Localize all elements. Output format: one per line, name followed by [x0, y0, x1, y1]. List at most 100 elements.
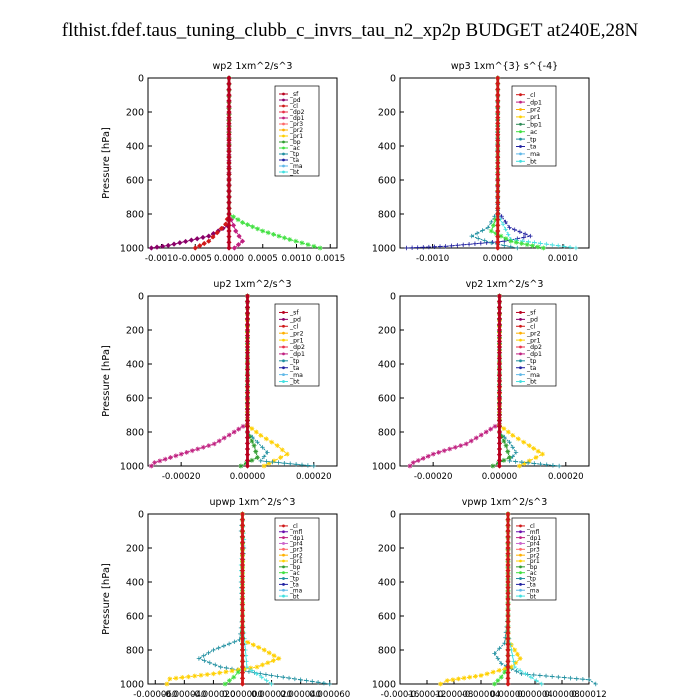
data-point-0 — [200, 444, 206, 450]
legend-label: _ma — [289, 588, 303, 594]
legend-marker — [282, 559, 285, 563]
data-point-4 — [496, 446, 503, 452]
data-point-4 — [239, 551, 246, 557]
data-point-4 — [496, 316, 503, 322]
data-point-4 — [244, 457, 251, 463]
data-point-0 — [195, 446, 201, 452]
data-point-4 — [239, 624, 246, 630]
data-point-0 — [495, 656, 501, 661]
data-point-4 — [495, 143, 501, 149]
data-point-1 — [512, 647, 518, 653]
data-point-4 — [226, 103, 232, 109]
legend-marker — [519, 311, 522, 314]
x-tick-label: 0.000000 — [222, 690, 263, 700]
legend-marker — [282, 164, 285, 168]
legend-label: _ta — [289, 157, 299, 164]
legend-marker — [519, 317, 522, 321]
data-point-0 — [441, 448, 447, 454]
data-point-0 — [421, 245, 426, 250]
data-point-0 — [404, 245, 409, 251]
x-tick-label: 0.0010 — [281, 254, 311, 264]
data-point-1 — [265, 660, 271, 666]
legend-marker — [519, 536, 522, 540]
y-tick-label: 400 — [378, 578, 396, 589]
data-point-0 — [286, 675, 292, 681]
data-point-1 — [489, 240, 494, 246]
data-point-3 — [492, 681, 497, 687]
legend-label: _sf — [526, 310, 536, 317]
legend-label: _cl — [289, 323, 298, 330]
data-point-0 — [221, 643, 227, 649]
data-point-1 — [256, 645, 262, 650]
data-point-4 — [496, 367, 503, 373]
legend-marker — [519, 345, 522, 349]
data-point-4 — [496, 389, 503, 395]
data-point-0 — [218, 664, 223, 670]
legend-marker — [519, 130, 522, 134]
data-point-0 — [447, 446, 453, 452]
data-point-4 — [226, 120, 232, 126]
data-point-4 — [244, 378, 251, 384]
data-point-4 — [226, 126, 232, 132]
data-point-4 — [505, 528, 511, 534]
legend-marker — [282, 594, 285, 598]
data-point-2 — [555, 243, 561, 248]
legend-marker — [519, 152, 522, 156]
data-point-4 — [244, 423, 251, 429]
legend-marker — [282, 553, 285, 557]
x-tick-label: -0.000040 — [162, 690, 206, 700]
data-point-0 — [426, 244, 432, 250]
data-point-4 — [239, 590, 246, 596]
data-point-0 — [521, 235, 527, 240]
data-point-0 — [152, 460, 158, 465]
data-point-3 — [235, 217, 241, 223]
data-point-2 — [235, 242, 242, 248]
data-point-4 — [226, 86, 232, 92]
y-axis-label: Pressure [hPa] — [101, 563, 112, 635]
data-point-1 — [517, 656, 523, 661]
legend-marker — [519, 565, 522, 569]
data-point-4 — [226, 75, 232, 81]
legend-label: _bt — [526, 379, 537, 386]
data-point-1 — [204, 672, 210, 677]
y-tick-label: 400 — [126, 360, 144, 371]
data-point-4 — [505, 641, 511, 647]
legend-marker — [519, 331, 522, 335]
data-point-2 — [510, 653, 515, 658]
data-point-0 — [177, 240, 183, 246]
data-point-1 — [211, 671, 216, 677]
data-point-4 — [244, 372, 251, 378]
legend-label: _pd — [289, 97, 301, 104]
legend-label: _pr2 — [526, 553, 540, 559]
data-point-4 — [496, 321, 503, 327]
data-point-3 — [276, 233, 282, 239]
x-tick-label: -0.00008 — [435, 690, 474, 700]
data-point-4 — [495, 183, 501, 189]
data-point-2 — [244, 664, 250, 670]
data-point-1 — [254, 664, 260, 670]
data-point-3 — [255, 455, 260, 460]
data-point-1 — [278, 455, 284, 460]
data-point-4 — [505, 511, 511, 517]
data-point-0 — [556, 674, 561, 680]
legend-marker — [519, 359, 522, 363]
legend-marker — [282, 571, 285, 575]
data-point-1 — [456, 676, 461, 682]
data-point-0 — [210, 230, 217, 237]
data-point-0 — [458, 443, 464, 448]
data-point-0 — [503, 219, 508, 225]
data-point-3 — [235, 669, 241, 675]
y-tick-label: 200 — [126, 108, 144, 119]
data-point-4 — [505, 653, 511, 659]
data-point-2 — [507, 440, 512, 445]
legend-marker — [519, 366, 522, 370]
data-point-4 — [496, 418, 503, 424]
data-point-1 — [526, 443, 532, 448]
data-point-1 — [245, 639, 251, 645]
data-point-0 — [543, 673, 549, 679]
data-point-1 — [210, 234, 216, 240]
legend-marker — [519, 108, 522, 111]
data-point-0 — [437, 244, 443, 249]
data-point-4 — [496, 338, 503, 344]
data-point-2 — [513, 459, 518, 464]
